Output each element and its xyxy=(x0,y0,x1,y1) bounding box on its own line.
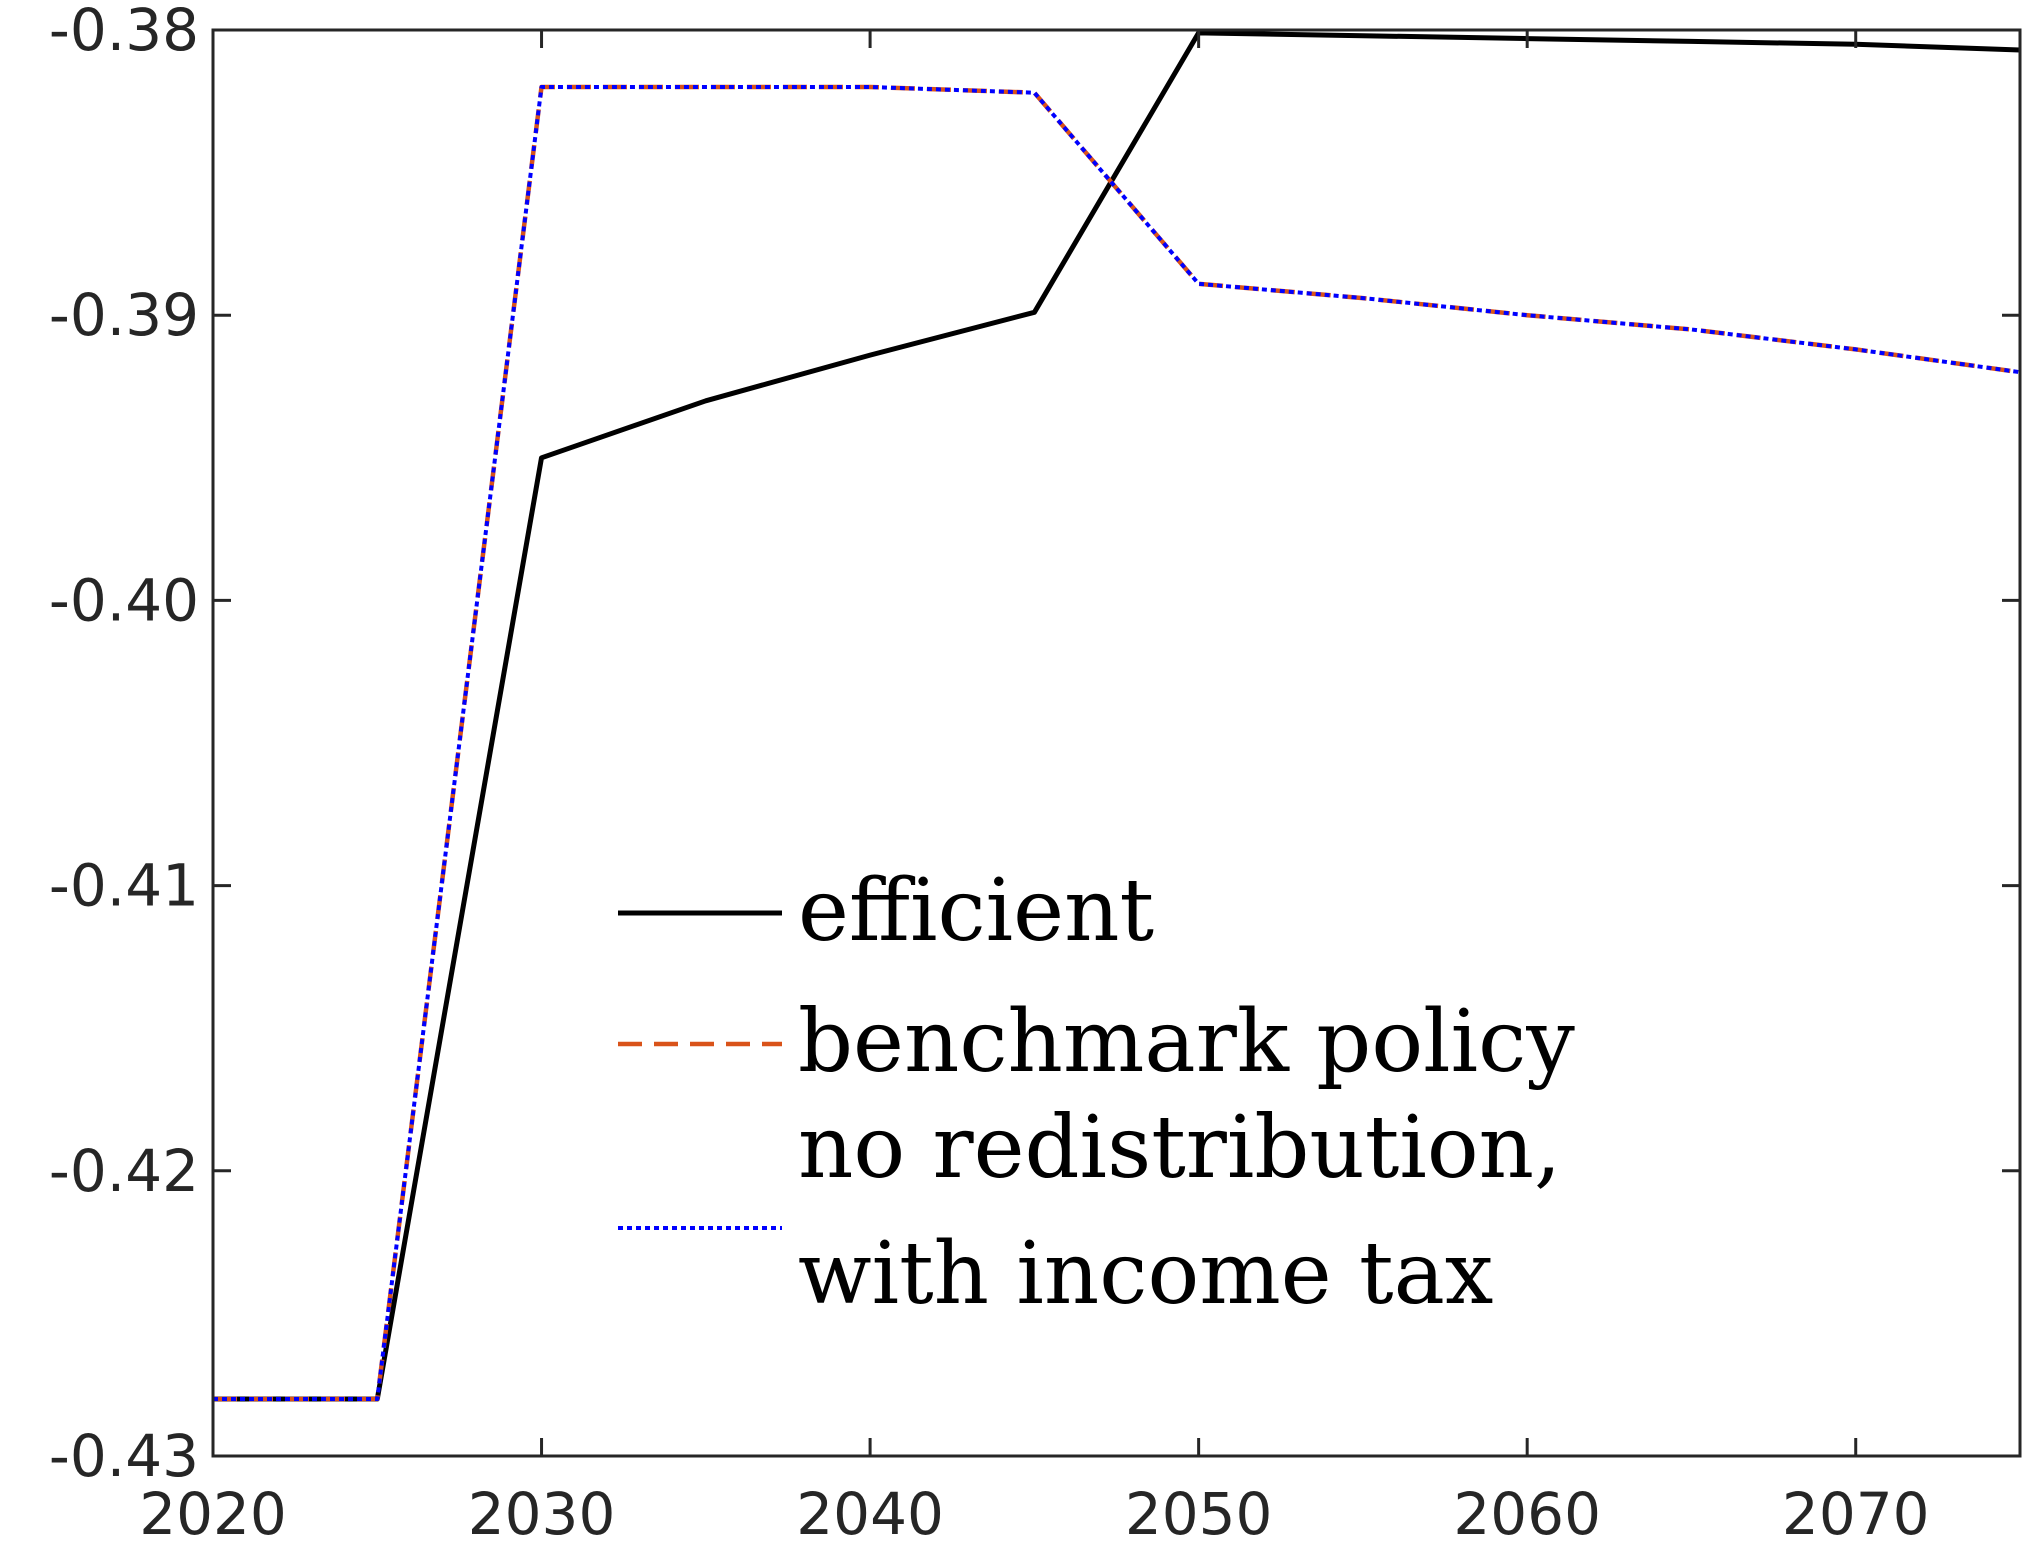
x-tick-label: 2030 xyxy=(468,1480,616,1548)
x-tick-label: 2040 xyxy=(796,1480,944,1548)
plot-lines xyxy=(213,30,2021,1402)
y-tick-label: -0.43 xyxy=(49,1422,199,1490)
x-tick-label: 2070 xyxy=(1782,1480,1930,1548)
series-line-1 xyxy=(213,30,2021,1402)
series-line-2 xyxy=(213,84,2021,1402)
y-axis: -0.43 -0.42 -0.41 -0.40 -0.39 -0.38 xyxy=(49,0,2020,1490)
y-tick-label: -0.42 xyxy=(49,1137,199,1205)
x-tick-label: 2020 xyxy=(139,1480,287,1548)
x-tick-label: 2050 xyxy=(1125,1480,1273,1548)
legend-label-3: with income tax xyxy=(798,1224,1493,1324)
series-line-3 xyxy=(213,85,2021,1401)
x-tick-label: 2060 xyxy=(1453,1480,1601,1548)
y-tick-label: -0.41 xyxy=(49,852,199,920)
legend-label-3: no redistribution, xyxy=(798,1098,1561,1198)
x-axis: 2020 2030 2040 2050 2060 2070 xyxy=(139,30,1930,1548)
axes-box xyxy=(211,28,2022,1458)
y-tick-label: -0.39 xyxy=(49,281,199,349)
legend-label-2: benchmark policy xyxy=(798,992,1575,1092)
y-tick-label: -0.40 xyxy=(49,566,199,634)
y-tick-label: -0.38 xyxy=(49,0,199,64)
legend-label-1: efficient xyxy=(798,861,1154,961)
